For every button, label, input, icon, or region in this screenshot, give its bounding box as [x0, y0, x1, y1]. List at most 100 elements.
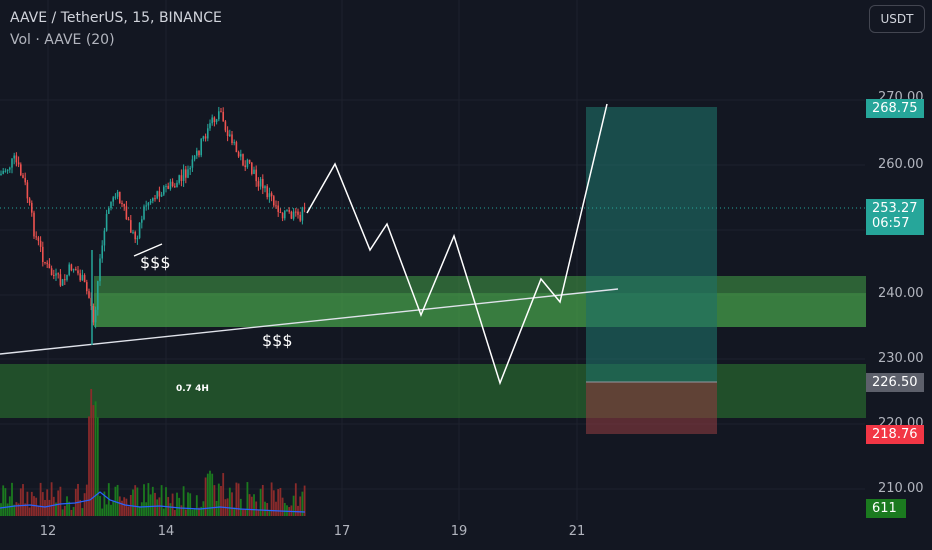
candle-body — [268, 193, 271, 198]
volume-bar — [286, 505, 288, 516]
current-price-badge: 253.27 06:57 — [866, 199, 924, 235]
candle-body — [165, 185, 167, 187]
volume-bar — [13, 504, 16, 516]
currency-button[interactable]: USDT — [869, 5, 925, 33]
volume-bar — [299, 496, 302, 516]
volume-bar — [253, 494, 255, 516]
candle-body — [180, 175, 183, 181]
x-axis-label: 19 — [450, 524, 468, 539]
volume-bar — [217, 483, 220, 516]
volume-bars — [0, 388, 306, 516]
volume-bar — [0, 503, 2, 516]
y-axis-label: 210.00 — [878, 481, 924, 496]
candle-body — [90, 297, 92, 306]
volume-bar — [233, 507, 236, 516]
trend-line[interactable] — [0, 288, 619, 355]
candle-body — [108, 208, 110, 214]
stop-zone[interactable] — [586, 382, 717, 434]
candle-body — [253, 169, 255, 174]
candle-body — [171, 181, 174, 187]
y-axis-label: 240.00 — [878, 286, 924, 301]
candle-body — [174, 186, 176, 188]
candle-body — [121, 202, 123, 205]
volume-bar — [242, 509, 244, 516]
volume-bar — [237, 483, 240, 516]
volume-bar — [127, 506, 130, 516]
candle-body — [132, 231, 134, 233]
projected-path[interactable] — [306, 103, 608, 386]
volume-bar — [103, 491, 106, 516]
volume-bar — [77, 483, 79, 516]
candle-body — [167, 185, 169, 189]
candle-body — [28, 198, 31, 203]
liquidity-label-upper: $$$ — [140, 253, 171, 272]
volume-bar — [162, 508, 165, 516]
candle-body — [15, 155, 18, 163]
candle-body — [259, 178, 262, 187]
candle-body — [284, 210, 286, 219]
candle-body — [55, 273, 57, 276]
candle-body — [75, 269, 77, 271]
volume-bar — [132, 489, 134, 516]
volume-bar — [248, 494, 251, 516]
candle-body — [266, 186, 268, 198]
y-axis-label: 230.00 — [878, 351, 924, 366]
x-axis-label: 21 — [568, 524, 586, 539]
volume-bar — [101, 508, 104, 516]
volume-bar — [204, 477, 207, 516]
candle-body — [198, 150, 200, 156]
volume-bar — [90, 388, 93, 516]
candle-body — [158, 191, 161, 197]
volume-bar — [195, 495, 198, 516]
candle-body — [163, 186, 165, 195]
volume-bar — [294, 483, 297, 516]
candle-body — [220, 111, 222, 113]
candlesticks — [0, 106, 306, 345]
volume-bar — [283, 502, 286, 516]
volume-bar — [206, 473, 209, 516]
volume-bar — [140, 502, 143, 516]
candle-body — [94, 309, 97, 323]
candle-body — [147, 202, 150, 206]
volume-bar — [275, 501, 277, 516]
volume-bar — [138, 506, 141, 516]
volume-indicator-label[interactable]: Vol · AAVE (20) — [10, 32, 115, 48]
volume-bar — [281, 497, 284, 516]
candle-body — [178, 175, 180, 183]
candle-body — [22, 175, 24, 178]
stop-price-badge: 218.76 — [866, 425, 924, 444]
volume-bar — [96, 417, 99, 516]
candle-body — [134, 231, 136, 240]
candle-body — [57, 273, 59, 275]
candle-body — [6, 169, 9, 171]
volume-bar — [259, 488, 262, 516]
candle-body — [26, 182, 29, 199]
volume-bar — [272, 490, 275, 516]
volume-bar — [15, 502, 18, 516]
symbol-title[interactable]: AAVE / TetherUS, 15, BINANCE — [10, 10, 222, 26]
candle-body — [33, 212, 35, 237]
liquidity-line[interactable] — [133, 243, 163, 257]
volume-bar — [134, 485, 137, 516]
volume-bar — [189, 493, 192, 516]
candle-body — [262, 178, 264, 189]
volume-bar — [22, 484, 24, 516]
volume-bar — [279, 487, 282, 516]
candle-body — [130, 220, 132, 233]
x-axis-label: 12 — [39, 524, 57, 539]
candle-body — [264, 186, 266, 189]
candle-body — [79, 273, 81, 281]
volume-bar — [79, 499, 82, 516]
target-zone[interactable] — [586, 107, 717, 382]
volume-bar — [26, 491, 29, 516]
volume-bar — [171, 493, 174, 516]
volume-bar — [92, 405, 95, 516]
demand-zone-lower[interactable] — [0, 364, 866, 418]
y-axis-label: 260.00 — [878, 157, 924, 172]
volume-bar — [198, 507, 200, 516]
liquidity-label-lower: $$$ — [262, 331, 293, 350]
candle-body — [92, 305, 95, 323]
volume-bar — [257, 509, 260, 516]
candle-body — [17, 162, 20, 165]
